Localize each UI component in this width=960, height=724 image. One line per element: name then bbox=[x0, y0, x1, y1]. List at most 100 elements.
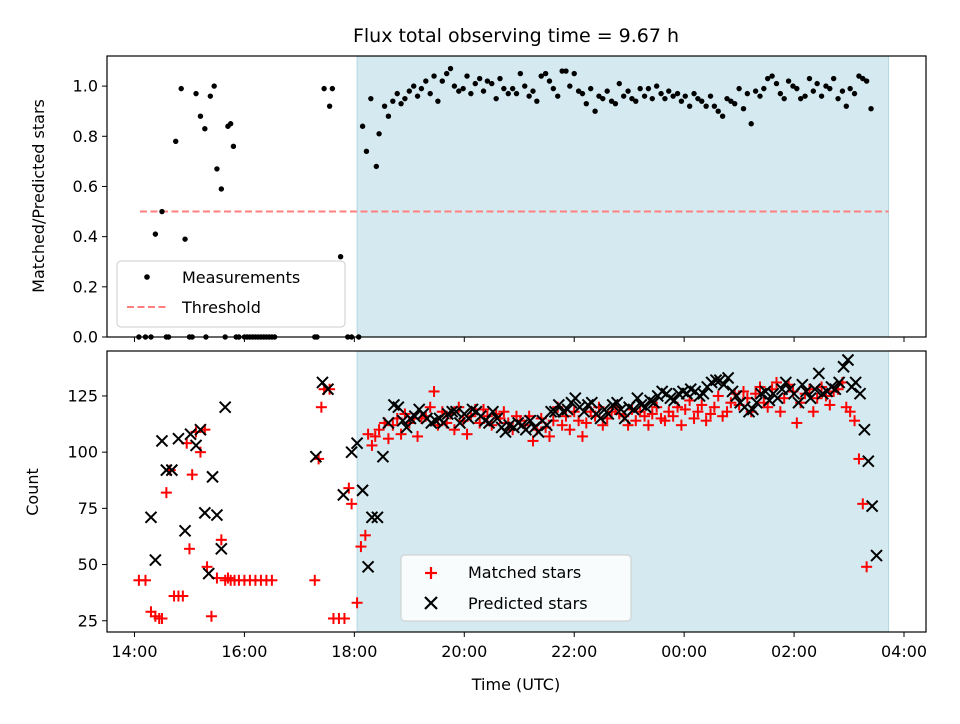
predicted-stars-point bbox=[585, 396, 599, 409]
top-ytick-label: 1.0 bbox=[73, 77, 98, 96]
predicted-stars-point bbox=[858, 423, 871, 436]
predicted-stars-point bbox=[730, 389, 743, 403]
predicted-stars-point bbox=[189, 439, 203, 452]
matched-stars-point bbox=[659, 415, 671, 427]
measurements-point bbox=[719, 113, 726, 119]
measurements-point bbox=[563, 68, 569, 74]
measurements-point bbox=[641, 93, 648, 99]
matched-stars-point bbox=[564, 424, 576, 436]
predicted-stars-point bbox=[215, 542, 228, 556]
predicted-stars-point bbox=[206, 470, 219, 484]
measurements-point bbox=[435, 98, 441, 104]
predicted-stars-point bbox=[445, 405, 459, 418]
measurements-point bbox=[649, 95, 655, 102]
predicted-stars-point bbox=[771, 392, 784, 405]
measurements-point bbox=[550, 85, 557, 92]
measurements-point bbox=[571, 70, 577, 77]
matched-stars-point bbox=[795, 397, 807, 409]
predicted-stars-point bbox=[202, 567, 215, 580]
matched-stars-point bbox=[642, 419, 654, 431]
matched-stars-point bbox=[547, 415, 559, 427]
measurements-point bbox=[744, 90, 751, 97]
measurements-point bbox=[443, 70, 450, 77]
measurements-point bbox=[827, 85, 833, 92]
matched-stars-point bbox=[688, 412, 700, 424]
predicted-stars-point bbox=[602, 407, 615, 421]
measurements-point bbox=[695, 95, 701, 102]
measurements-point bbox=[385, 113, 392, 119]
predicted-stars-point bbox=[750, 396, 763, 409]
predicted-stars-point bbox=[149, 553, 162, 567]
measurements-point bbox=[402, 95, 408, 102]
matched-stars-point bbox=[177, 590, 189, 602]
bottom-x-axis-label: Time (UTC) bbox=[471, 675, 560, 694]
measurements-point bbox=[555, 93, 561, 99]
bottom-legend-box bbox=[400, 554, 632, 622]
measurements-point bbox=[207, 93, 214, 99]
predicted-stars-point bbox=[482, 416, 496, 430]
predicted-stars-point bbox=[721, 371, 735, 385]
measurements-point bbox=[835, 95, 841, 102]
predicted-stars-point bbox=[569, 392, 582, 405]
measurements-point bbox=[337, 254, 344, 260]
predicted-stars-point bbox=[345, 445, 358, 459]
measurements-point bbox=[764, 75, 771, 82]
measurements-point bbox=[653, 83, 660, 89]
matched-stars-point bbox=[369, 430, 381, 442]
legend-predicted-label: Predicted stars bbox=[468, 594, 588, 613]
matched-stars-point bbox=[453, 401, 465, 413]
measurements-point bbox=[757, 93, 763, 99]
predicted-stars-point bbox=[796, 378, 809, 391]
matched-stars-point bbox=[315, 401, 327, 413]
matched-stars-point bbox=[849, 415, 861, 427]
measurements-point bbox=[579, 90, 586, 97]
measurements-point bbox=[781, 95, 787, 102]
predicted-stars-point bbox=[392, 400, 405, 414]
matched-stars-point bbox=[543, 430, 555, 442]
predicted-stars-point bbox=[532, 425, 545, 439]
matched-stars-point bbox=[215, 534, 227, 546]
predicted-stars-point bbox=[218, 400, 232, 414]
matched-stars-point bbox=[205, 610, 217, 622]
xtick-label: 20:00 bbox=[441, 642, 487, 661]
predicted-stars-point bbox=[453, 416, 467, 430]
predicted-stars-point bbox=[709, 374, 723, 387]
matched-stars-point bbox=[139, 574, 151, 586]
predicted-stars-point bbox=[862, 454, 875, 468]
matched-stars-point bbox=[186, 469, 198, 481]
matched-stars-point bbox=[646, 408, 658, 420]
measurements-point bbox=[522, 83, 528, 89]
predicted-stars-point bbox=[519, 423, 533, 436]
measurements-point bbox=[761, 85, 767, 92]
measurements-point bbox=[662, 95, 668, 102]
measurements-point bbox=[468, 90, 474, 97]
measurements-point bbox=[390, 98, 396, 104]
measurements-point bbox=[682, 93, 688, 99]
measurements-point bbox=[847, 85, 853, 92]
measurements-point bbox=[703, 103, 709, 109]
matched-stars-point bbox=[853, 453, 865, 465]
matched-stars-point bbox=[712, 390, 724, 402]
predicted-stars-point bbox=[321, 383, 335, 396]
xtick-label: 00:00 bbox=[661, 642, 707, 661]
measurements-point bbox=[823, 83, 829, 89]
measurements-point bbox=[423, 78, 429, 84]
xtick-label: 16:00 bbox=[221, 642, 267, 661]
measurements-point bbox=[381, 103, 388, 109]
measurements-point bbox=[604, 88, 610, 94]
predicted-stars-point bbox=[499, 425, 512, 439]
measurements-point bbox=[686, 103, 693, 109]
measurements-point bbox=[411, 83, 417, 89]
predicted-stars-point bbox=[853, 387, 867, 400]
matched-stars-point bbox=[362, 428, 374, 440]
measurements-point bbox=[542, 70, 549, 77]
matched-stars-point bbox=[160, 487, 172, 499]
matched-stars-point bbox=[366, 439, 378, 451]
predicted-stars-point bbox=[172, 432, 185, 445]
matched-stars-point bbox=[382, 433, 394, 445]
measurements-point bbox=[830, 75, 837, 82]
xtick-label: 14:00 bbox=[111, 642, 157, 661]
predicted-stars-point bbox=[759, 385, 772, 398]
bottom-legend: Matched stars Predicted stars bbox=[400, 554, 632, 622]
measurements-point bbox=[583, 100, 590, 107]
